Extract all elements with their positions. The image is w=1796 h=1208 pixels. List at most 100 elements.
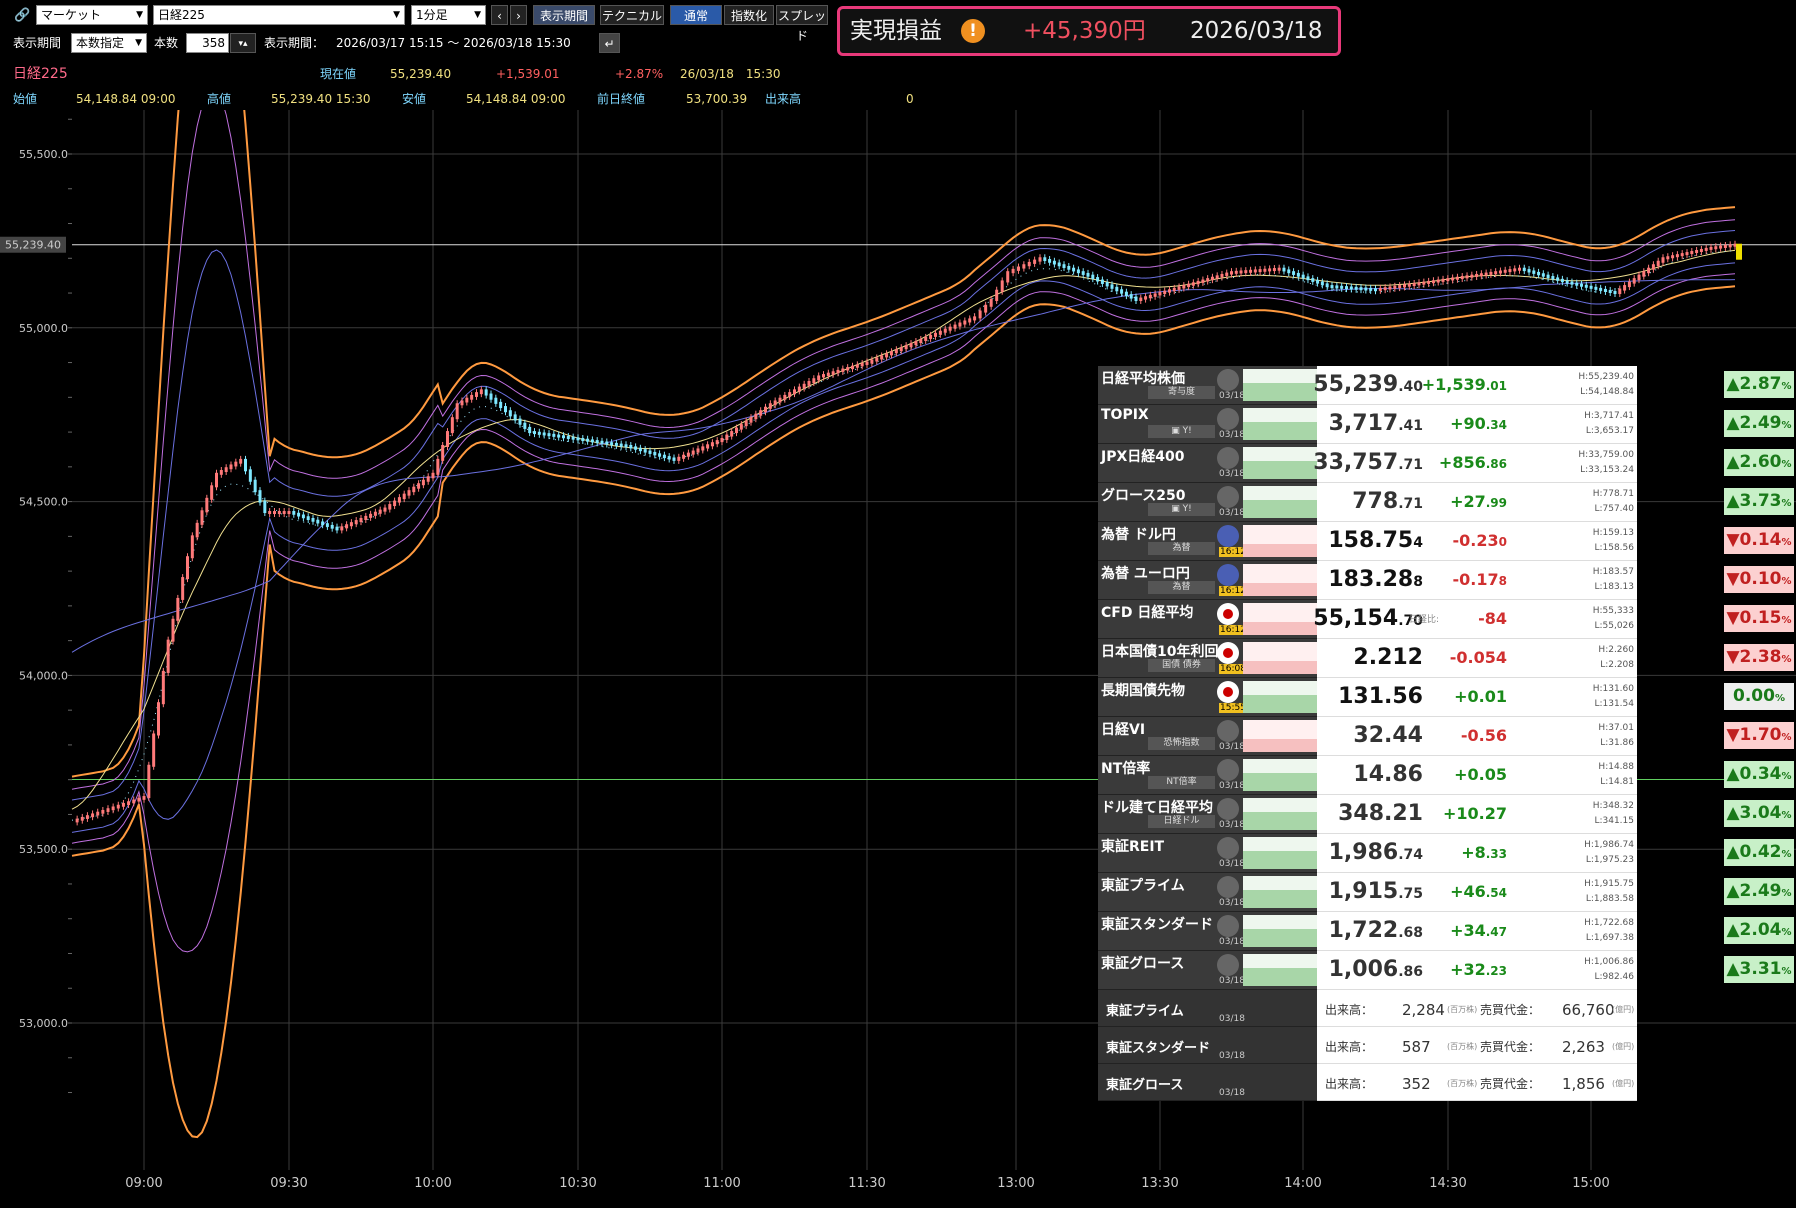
board-row-sub-button[interactable]: 為替 bbox=[1148, 542, 1215, 555]
amount-unit: (億円) bbox=[1612, 1079, 1635, 1088]
board-row-change: -0.178 bbox=[1453, 570, 1507, 589]
index-button[interactable]: 指数化 bbox=[724, 5, 774, 25]
candle-body bbox=[889, 351, 893, 356]
candle-body bbox=[557, 434, 561, 438]
price-int: 2.212 bbox=[1353, 645, 1423, 670]
candle-body bbox=[1187, 283, 1191, 288]
board-row[interactable]: TOPIX ▣ Y! 03/18 3,717.41 +90.34 ▲2.49% H:3,71… bbox=[1098, 405, 1794, 444]
board-row-sub-button[interactable]: ▣ Y! bbox=[1148, 425, 1215, 438]
normal-button[interactable]: 通常 bbox=[670, 5, 722, 25]
candle-body bbox=[171, 618, 175, 642]
candle-body bbox=[677, 456, 681, 461]
board-row-low: L:757.40 bbox=[1594, 504, 1634, 514]
prev-button[interactable]: ‹ bbox=[491, 5, 508, 25]
next-button[interactable]: › bbox=[510, 5, 527, 25]
board-row-sub-button[interactable]: 日経ドル bbox=[1148, 815, 1215, 828]
candle-body bbox=[96, 811, 100, 816]
price-dec: .86 bbox=[1398, 964, 1423, 980]
board-row[interactable]: 東証REIT 03/18 1,986.74 +8.33 ▲0.42% H:1,986.74… bbox=[1098, 834, 1794, 873]
pct-unit: % bbox=[1781, 810, 1792, 821]
board-row-change: +46.54 bbox=[1450, 882, 1507, 901]
candle-body bbox=[1022, 264, 1026, 269]
candle-body bbox=[1172, 287, 1176, 292]
candle-body bbox=[1062, 264, 1066, 268]
candle-body bbox=[349, 522, 353, 527]
board-row[interactable]: 東証スタンダード 03/18 1,722.68 +34.47 ▲2.04% H:1,722… bbox=[1098, 912, 1794, 951]
candle-body bbox=[523, 422, 527, 429]
board-row-name: 東証プライム bbox=[1101, 878, 1185, 894]
board-row[interactable]: 日経VI 恐怖指数 03/18 32.44 -0.56 ▼1.70% H:37.01 L:31… bbox=[1098, 717, 1794, 756]
board-row-sub-button[interactable]: NT倍率 bbox=[1148, 776, 1215, 789]
candle-body bbox=[1498, 270, 1502, 274]
board-row[interactable]: NT倍率 NT倍率 03/18 14.86 +0.05 ▲0.34% H:14.88 L:14… bbox=[1098, 756, 1794, 795]
board-row[interactable]: グロース250 ▣ Y! 03/18 778.71 +27.99 ▲3.73% H:778.… bbox=[1098, 483, 1794, 522]
market-select[interactable]: マーケット ▼ bbox=[36, 5, 148, 25]
candle-body bbox=[282, 511, 286, 515]
board-row[interactable]: ドル建て日経平均 日経ドル 03/18 348.21 +10.27 ▲3.04% H:348… bbox=[1098, 795, 1794, 834]
candle-body bbox=[1632, 278, 1636, 284]
board-row-left: 日経平均株価 寄与度 03/18 bbox=[1098, 366, 1317, 405]
us-flag-icon bbox=[1217, 525, 1239, 547]
symbol-select[interactable]: 日経225 ▼ bbox=[153, 5, 405, 25]
candle-body bbox=[1527, 269, 1531, 273]
board-row[interactable]: 日経平均株価 寄与度 03/18 55,239.40 +1,539.01 ▲2.87% H:… bbox=[1098, 366, 1794, 405]
candle-body bbox=[1513, 268, 1517, 272]
candle-body bbox=[441, 444, 445, 461]
candle-body bbox=[1272, 268, 1276, 272]
sparkline-area bbox=[1243, 968, 1317, 986]
candle-body bbox=[533, 431, 536, 435]
count-stepper[interactable]: ▾▴ bbox=[230, 33, 256, 53]
board-row[interactable]: 為替 ユーロ円 為替 16:12 183.288 -0.178 ▼0.10% H:183.5… bbox=[1098, 561, 1794, 600]
board-row[interactable]: 東証プライム 03/18 1,915.75 +46.54 ▲2.49% H:1,915.7… bbox=[1098, 873, 1794, 912]
candle-body bbox=[1182, 285, 1186, 289]
board-row-sub-button[interactable]: 国債 債券 bbox=[1148, 659, 1215, 672]
volume-row-date: 03/18 bbox=[1219, 1088, 1245, 1098]
sparkline-area bbox=[1243, 661, 1317, 674]
candle-body bbox=[1067, 265, 1071, 270]
interval-select[interactable]: 1分足 ▼ bbox=[411, 5, 486, 25]
board-row-sub-button[interactable]: 恐怖指数 bbox=[1148, 737, 1215, 750]
board-row[interactable]: 日本国債10年利回り 国債 債券 16:08 2.212 -0.054 ▼2.38% H:2… bbox=[1098, 639, 1794, 678]
candle-body bbox=[1378, 287, 1382, 291]
board-row-low: L:2.208 bbox=[1600, 660, 1634, 670]
board-row[interactable]: JPX日経400 03/18 33,757.71 +856.86 ▲2.60% H:33,… bbox=[1098, 444, 1794, 483]
candle-body bbox=[1719, 245, 1723, 249]
spread-button[interactable]: スプレッド bbox=[776, 5, 828, 43]
change-dec: 8 bbox=[1498, 574, 1507, 588]
candle-body bbox=[1422, 281, 1426, 285]
candle-body bbox=[508, 410, 512, 417]
price-int: 158.75 bbox=[1328, 528, 1414, 553]
candle-body bbox=[1522, 267, 1526, 272]
link-icon[interactable]: 🔗 bbox=[14, 8, 31, 23]
board-row-name: JPX日経400 bbox=[1101, 449, 1185, 465]
board-row[interactable]: CFD 日経平均 16:12 55,154.70 日経比: -84 ▼0.15% H:55,… bbox=[1098, 600, 1794, 639]
period-mode-select[interactable]: 本数指定 ▼ bbox=[71, 33, 147, 53]
board-row-high: H:131.60 bbox=[1592, 684, 1634, 694]
board-row[interactable]: 為替 ドル円 為替 16:12 158.754 -0.230 ▼0.14% H:159.13… bbox=[1098, 522, 1794, 561]
candle-body bbox=[1244, 270, 1248, 274]
volume-value: 587 bbox=[1402, 1038, 1431, 1056]
sparkline-chart bbox=[1243, 369, 1317, 401]
board-row-sub-button[interactable]: 寄与度 bbox=[1148, 386, 1215, 399]
candle-body bbox=[1306, 276, 1310, 281]
candle-body bbox=[268, 511, 272, 515]
count-input[interactable]: 358 bbox=[186, 33, 229, 53]
candle-body bbox=[1033, 259, 1037, 264]
volume-value: 2,284 bbox=[1402, 1001, 1445, 1019]
board-row[interactable]: 東証グロース 03/18 1,006.86 +32.23 ▲3.31% H:1,006.8… bbox=[1098, 951, 1794, 990]
board-row-sub-button[interactable]: ▣ Y! bbox=[1148, 503, 1215, 516]
board-row[interactable]: 長期国債先物 15:55 131.56 +0.01 0.00% H:131.60 L:131… bbox=[1098, 678, 1794, 717]
reset-icon[interactable]: ↵ bbox=[599, 33, 620, 53]
market-select-value: マーケット bbox=[41, 8, 102, 22]
period-button[interactable]: 表示期間 bbox=[533, 5, 595, 25]
board-row-low: L:183.13 bbox=[1594, 582, 1634, 592]
board-row-right: 1,915.75 +46.54 ▲2.49% H:1,915.75 L:1,883.58 bbox=[1317, 873, 1794, 912]
board-row-right: 183.288 -0.178 ▼0.10% H:183.57 L:183.13 bbox=[1317, 561, 1794, 600]
x-tick-label: 09:00 bbox=[125, 1176, 162, 1191]
board-row-name: 日本国債10年利回り bbox=[1101, 644, 1233, 660]
price-dec: .71 bbox=[1398, 457, 1423, 473]
technical-button[interactable]: テクニカル bbox=[600, 5, 664, 25]
change-dec: .23 bbox=[1485, 964, 1507, 978]
board-row-sub-button[interactable]: 為替 bbox=[1148, 581, 1215, 594]
candle-body bbox=[460, 400, 464, 406]
